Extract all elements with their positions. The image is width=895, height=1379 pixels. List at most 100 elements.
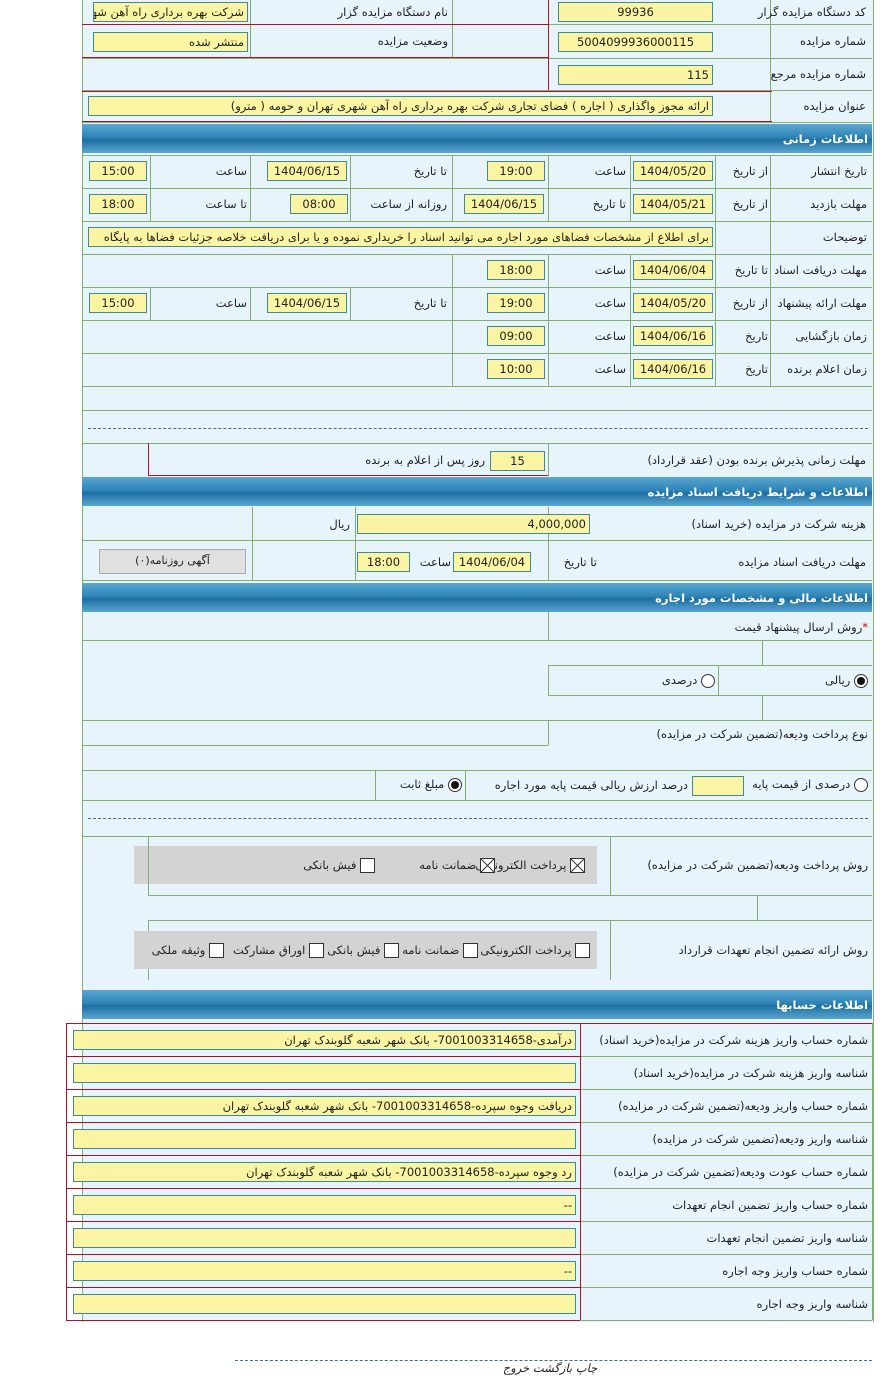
account-field[interactable] [73,1063,576,1083]
offer-from-date[interactable]: 1404/05/20 [633,293,713,313]
account-label: شناسه واریز وجه اجاره [756,1297,868,1311]
account-field[interactable] [73,1294,576,1314]
divider [762,640,763,665]
newspaper-ad-button[interactable]: آگهی روزنامه(۰) [99,549,246,574]
docs-time[interactable]: 18:00 [487,260,545,280]
price-option-percent[interactable]: درصدی [600,669,715,691]
guarantee-property[interactable]: وثیقه ملکی [140,939,224,961]
radio-button[interactable] [854,673,868,688]
visit-to-date[interactable]: 1404/06/15 [464,194,544,214]
description-label: توضیحات [822,230,867,244]
percent-field[interactable] [692,776,744,796]
account-field[interactable] [73,1129,576,1149]
checkbox[interactable] [209,943,224,958]
opening-date[interactable]: 1404/06/16 [633,326,713,346]
account-field[interactable]: -- [73,1195,576,1215]
publish-time2[interactable]: 15:00 [89,161,147,181]
offer-to-date[interactable]: 1404/06/15 [267,293,347,313]
docs-label: مهلت دریافت اسناد [775,263,867,277]
checkbox[interactable] [575,943,590,958]
currency-label: ریال [329,517,350,531]
fixed-amount-option[interactable]: مبلغ ثابت [380,773,462,795]
radio-button[interactable] [701,673,715,688]
deposit-electronic[interactable]: پرداخت الکترونیکی [460,854,585,876]
docs-date[interactable]: 1404/06/04 [633,260,713,280]
guarantee-bank-slip[interactable]: فیش بانکی [325,939,399,961]
publish-to-date[interactable]: 1404/06/15 [267,161,347,181]
account-field[interactable]: دریافت وجوه سپرده-7001003314658- بانک شه… [73,1096,576,1116]
guarantee-bonds[interactable]: اوراق مشارکت [226,939,324,961]
percent-of-base-option[interactable]: درصدی از قیمت پایه [748,773,868,795]
divider [82,287,872,288]
divider [66,1056,580,1057]
divider [757,895,758,920]
deposit-bank-slip[interactable]: فیش بانکی [250,854,375,876]
divider [355,507,356,580]
radio-button[interactable] [854,777,868,792]
visit-from-date[interactable]: 1404/05/21 [633,194,713,214]
docs-section-header: اطلاعات و شرایط دریافت اسناد مزایده [82,477,872,506]
divider [250,0,251,58]
opening-time[interactable]: 09:00 [487,326,545,346]
winner-time[interactable]: 10:00 [487,359,545,379]
divider [82,353,872,354]
org-code-field[interactable]: 99936 [558,2,713,22]
offer-time2[interactable]: 15:00 [89,293,147,313]
divider [82,410,872,411]
checkbox[interactable] [463,943,478,958]
divider [82,58,872,59]
divider [82,720,872,721]
doc-to-date[interactable]: 1404/06/04 [453,552,531,572]
description-field[interactable]: برای اطلاع از مشخصات فضاهای مورد اجاره م… [88,227,713,247]
offer-to-label: تا تاریخ [413,296,447,310]
account-field[interactable]: رد وجوه سپرده-7001003314658- بانک شهر شع… [73,1162,576,1182]
visit-daily-to[interactable]: 18:00 [89,194,147,214]
guarantee-electronic[interactable]: پرداخت الکترونیکی [480,939,590,961]
deposit-guarantee-letter[interactable]: ضمانت نامه [370,854,495,876]
visit-to-label: تا تاریخ [592,197,626,211]
divider [548,695,872,696]
account-field[interactable] [73,1228,576,1248]
account-field[interactable]: -- [73,1261,576,1281]
fee-field[interactable]: 4,000,000 [357,514,590,534]
divider [580,1122,872,1123]
divider [66,1188,580,1189]
accounts-section-header: اطلاعات حسابها [82,990,872,1019]
doc-to-label: تا تاریخ [563,555,597,569]
winner-date[interactable]: 1404/06/16 [633,359,713,379]
offer-time1-label: ساعت [594,296,626,310]
divider [580,1287,872,1288]
publish-from-date[interactable]: 1404/05/20 [633,161,713,181]
org-name-field[interactable]: شرکت بهره برداری راه آهن شهری تهران و حو… [93,2,248,22]
acceptance-days[interactable]: 15 [490,451,545,471]
offer-time1[interactable]: 19:00 [487,293,545,313]
account-label: شناسه واریز هزینه شرکت در مزایده(خرید اس… [633,1066,868,1080]
doc-deadline-label: مهلت دریافت اسناد مزایده [738,555,866,569]
account-field[interactable]: درآمدی-7001003314658- بانک شهر شعبه گلوب… [73,1030,576,1050]
divider [66,1221,580,1222]
price-option-rial[interactable]: ریالی [770,669,868,691]
visit-daily-label: روزانه از ساعت [370,197,447,211]
checkbox[interactable] [384,943,399,958]
checkbox[interactable] [360,858,375,873]
status-field[interactable]: منتشر شده [93,32,248,52]
divider [548,507,549,580]
checkbox[interactable] [480,858,495,873]
account-label: شناسه واریز تضمین انجام تعهدات [706,1231,868,1245]
title-field[interactable]: ارائه مجوز واگذاری ( اجاره ) فضای تجاری … [88,96,713,116]
checkbox[interactable] [570,858,585,873]
option-label: ریالی [824,673,851,687]
ref-number-field[interactable]: 115 [558,65,713,85]
publish-time1[interactable]: 19:00 [487,161,545,181]
visit-daily-from[interactable]: 08:00 [290,194,348,214]
guarantee-letter[interactable]: ضمانت نامه [400,939,478,961]
radio-button[interactable] [448,777,462,792]
auction-number-field[interactable]: 5004099936000115 [558,32,713,52]
option-label: وثیقه ملکی [151,943,206,957]
divider [548,612,549,640]
footer-links[interactable]: چاپ بازگشت خروج [502,1361,598,1375]
checkbox[interactable] [309,943,324,958]
divider [82,640,872,641]
option-label: ضمانت نامه [419,858,477,872]
doc-time[interactable]: 18:00 [357,552,410,572]
